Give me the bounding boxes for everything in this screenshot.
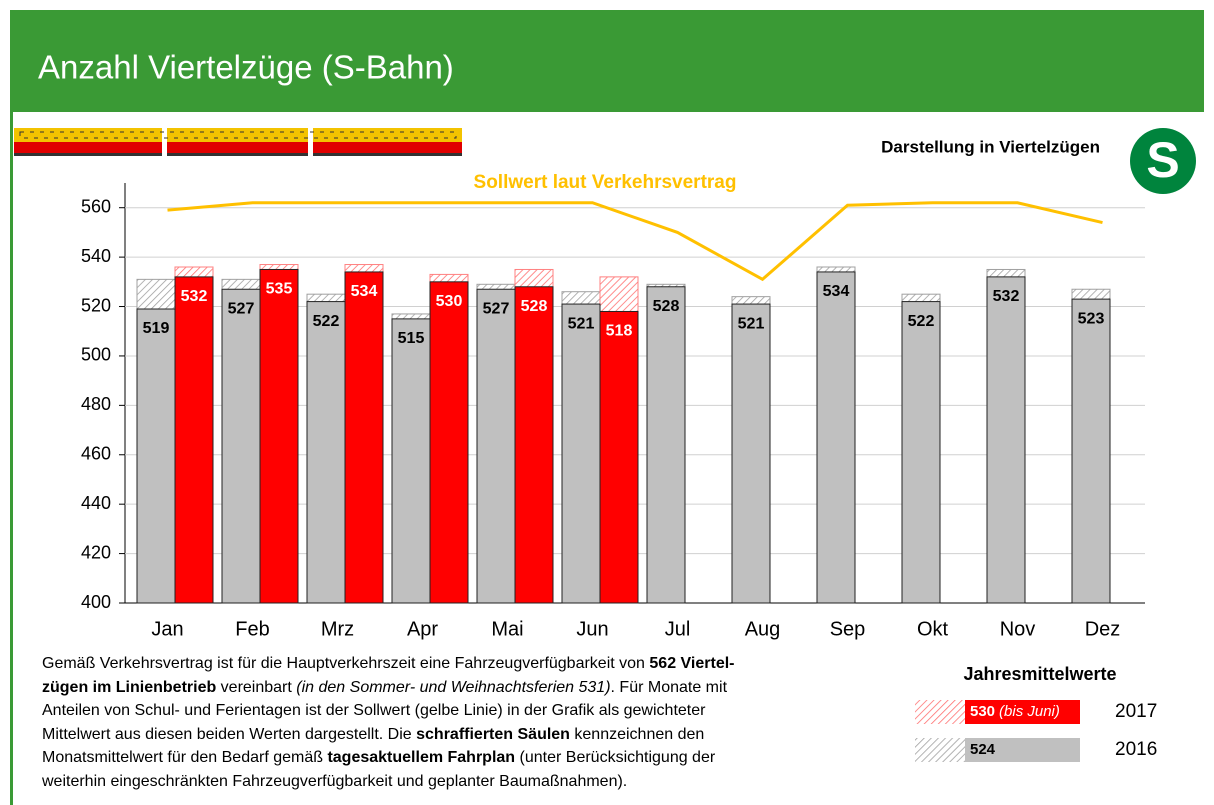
x-tick-label: Jan bbox=[151, 618, 183, 640]
value-label: 535 bbox=[266, 281, 293, 298]
bar bbox=[647, 287, 685, 603]
note-line: Mittelwert aus diesen beiden Werten darg… bbox=[42, 723, 734, 747]
note-run: Gemäß Verkehrsvertrag ist für die Hauptv… bbox=[42, 655, 649, 672]
train-icon bbox=[14, 128, 462, 156]
y-tick-label: 560 bbox=[81, 196, 111, 216]
x-tick-label: Aug bbox=[745, 618, 781, 640]
value-label: 523 bbox=[1078, 310, 1105, 327]
value-label: 521 bbox=[738, 315, 765, 332]
x-tick-label: Mrz bbox=[321, 618, 354, 640]
note-run: 562 Viertel- bbox=[649, 655, 734, 672]
x-tick-label: Nov bbox=[1000, 618, 1036, 640]
note-run: Anteilen von Schul- und Ferientagen ist … bbox=[42, 702, 705, 719]
left-border bbox=[10, 112, 13, 805]
legend-hatch bbox=[915, 738, 965, 762]
legend-title: Jahresmittelwerte bbox=[963, 664, 1116, 684]
bar bbox=[987, 277, 1025, 603]
value-label: 534 bbox=[823, 283, 850, 300]
bar bbox=[307, 302, 345, 603]
y-tick-label: 480 bbox=[81, 394, 111, 414]
note-run: . Für Monate mit bbox=[611, 679, 727, 696]
x-tick-label: Mai bbox=[491, 618, 523, 640]
y-tick-label: 420 bbox=[81, 542, 111, 562]
x-tick-label: Apr bbox=[407, 618, 438, 640]
legend-value-number: 524 bbox=[970, 741, 996, 758]
value-label: 532 bbox=[181, 288, 208, 305]
value-label: 522 bbox=[908, 313, 935, 330]
note-run: (in den Sommer- und Weihnachtsferien 531… bbox=[296, 679, 610, 696]
chart-title: Anzahl Viertelzüge (S-Bahn) bbox=[38, 49, 454, 86]
bar bbox=[222, 289, 260, 603]
legend-value: 524 bbox=[970, 741, 996, 758]
value-label: 532 bbox=[993, 288, 1020, 305]
x-tick-label: Jul bbox=[665, 618, 691, 640]
value-label: 519 bbox=[143, 320, 170, 337]
value-label: 527 bbox=[483, 300, 510, 317]
note-run: weiterhin eingeschränkten Fahrzeugverfüg… bbox=[42, 773, 627, 790]
legend-entry: 2017 bbox=[1115, 701, 1157, 722]
note-run: zügen im Linienbetrieb bbox=[42, 679, 216, 696]
bar bbox=[562, 304, 600, 603]
bar bbox=[137, 309, 175, 603]
target-line bbox=[168, 203, 1103, 280]
bar bbox=[1072, 299, 1110, 603]
note-run: schraffierten Säulen bbox=[416, 726, 570, 743]
note: Gemäß Verkehrsvertrag ist für die Hauptv… bbox=[42, 652, 734, 793]
y-tick-label: 400 bbox=[81, 592, 111, 612]
bar bbox=[902, 302, 940, 603]
legend-note: (bis Juni) bbox=[999, 703, 1060, 720]
note-run: kennzeichnen den bbox=[570, 726, 704, 743]
note-line: zügen im Linienbetrieb vereinbart (in de… bbox=[42, 676, 734, 700]
bar bbox=[392, 319, 430, 603]
legend-value: 530(bis Juni) bbox=[970, 703, 1060, 720]
bar bbox=[175, 277, 213, 603]
page: Anzahl Viertelzüge (S-Bahn) S Darstellun… bbox=[0, 0, 1214, 805]
value-label: 528 bbox=[521, 298, 548, 315]
bar bbox=[260, 269, 298, 603]
legend-value-number: 530 bbox=[970, 703, 995, 720]
value-label: 518 bbox=[606, 323, 633, 340]
note-run: (unter Berücksichtigung der bbox=[515, 749, 715, 766]
y-tick-label: 540 bbox=[81, 246, 111, 266]
bar bbox=[477, 289, 515, 603]
value-label: 515 bbox=[398, 330, 425, 347]
note-line: Monatsmittelwert für den Bedarf gemäß ta… bbox=[42, 746, 734, 770]
x-tick-label: Okt bbox=[917, 618, 949, 640]
x-tick-label: Dez bbox=[1085, 618, 1121, 640]
note-line: Anteilen von Schul- und Ferientagen ist … bbox=[42, 699, 734, 723]
value-label: 522 bbox=[313, 313, 340, 330]
chart-subtitle: Darstellung in Viertelzügen bbox=[881, 137, 1100, 156]
legend-hatch bbox=[915, 700, 965, 724]
bar bbox=[345, 272, 383, 603]
bar bbox=[515, 287, 553, 603]
bar bbox=[817, 272, 855, 603]
note-run: Mittelwert aus diesen beiden Werten darg… bbox=[42, 726, 416, 743]
bar bbox=[732, 304, 770, 603]
note-run: vereinbart bbox=[216, 679, 296, 696]
note-run: Monatsmittelwert für den Bedarf gemäß bbox=[42, 749, 327, 766]
value-label: 527 bbox=[228, 300, 255, 317]
y-tick-label: 520 bbox=[81, 295, 111, 315]
value-label: 530 bbox=[436, 293, 463, 310]
value-label: 521 bbox=[568, 315, 595, 332]
x-tick-label: Feb bbox=[235, 618, 269, 640]
legend-entry: 2016 bbox=[1115, 739, 1157, 760]
note-run: tagesaktuellem Fahrplan bbox=[327, 749, 515, 766]
y-tick-label: 440 bbox=[81, 493, 111, 513]
y-tick-label: 500 bbox=[81, 345, 111, 365]
x-tick-label: Jun bbox=[576, 618, 608, 640]
bar bbox=[430, 282, 468, 603]
logo-letter: S bbox=[1146, 132, 1179, 188]
value-label: 534 bbox=[351, 283, 378, 300]
bar bbox=[600, 311, 638, 603]
note-line: weiterhin eingeschränkten Fahrzeugverfüg… bbox=[42, 770, 734, 794]
x-tick-label: Sep bbox=[830, 618, 866, 640]
note-line: Gemäß Verkehrsvertrag ist für die Hauptv… bbox=[42, 652, 734, 676]
value-label: 528 bbox=[653, 298, 680, 315]
target-label: Sollwert laut Verkehrsvertrag bbox=[474, 172, 737, 193]
y-tick-label: 460 bbox=[81, 444, 111, 464]
